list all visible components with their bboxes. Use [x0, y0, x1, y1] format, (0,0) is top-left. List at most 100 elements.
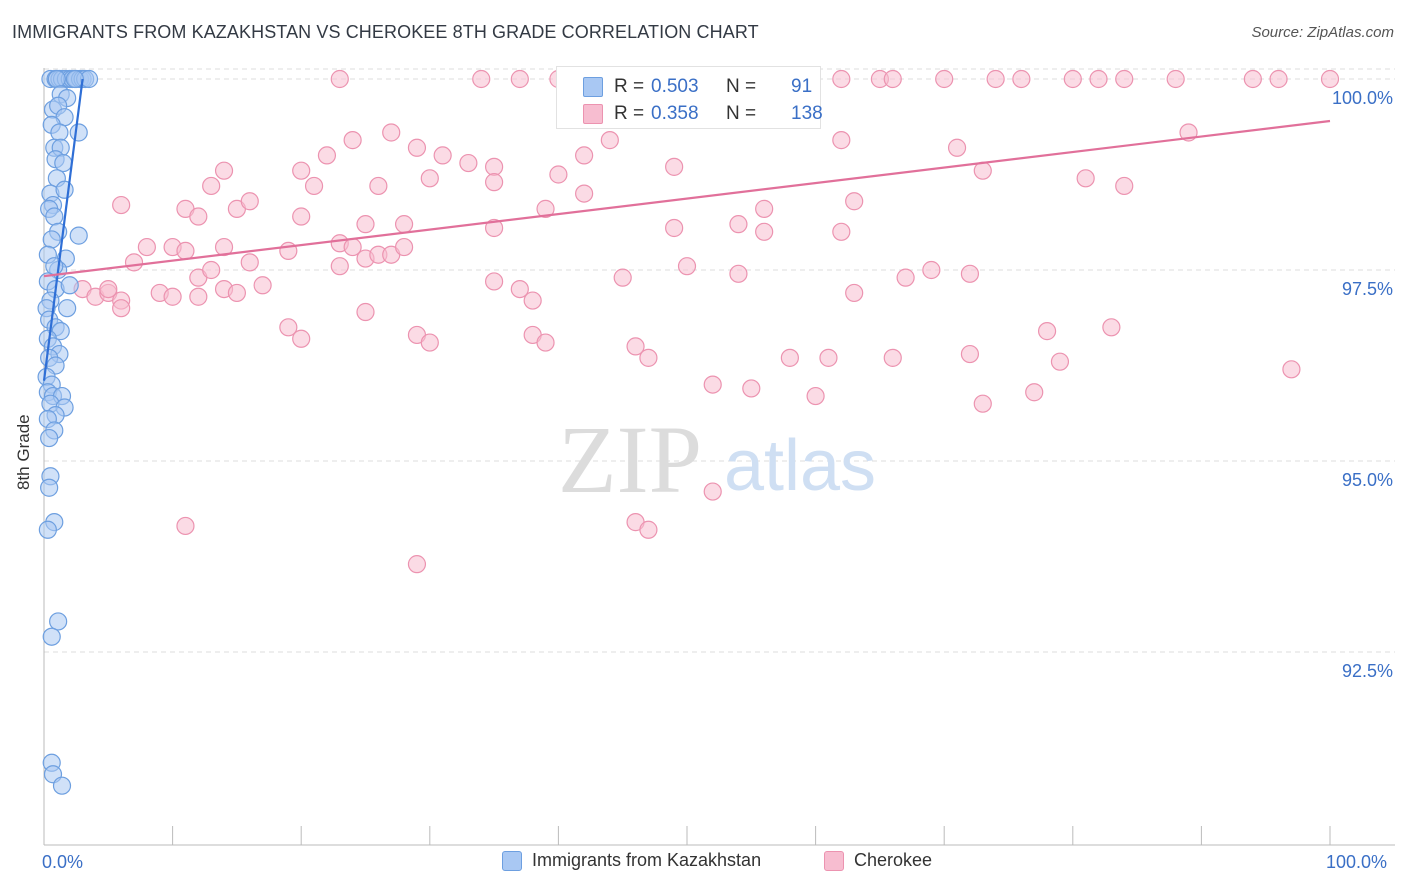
cherokee-point [510, 280, 529, 299]
cherokee-point [575, 146, 594, 165]
cherokee-point [202, 260, 221, 280]
cherokee-point [780, 348, 799, 367]
cherokee-point [832, 222, 851, 241]
cherokee-point [485, 157, 504, 176]
cherokee-point [485, 272, 504, 291]
cherokee-point [947, 138, 967, 157]
cherokee-point [677, 257, 697, 276]
kazakhstan-point [40, 478, 59, 497]
cherokee-point [973, 161, 992, 180]
blue-square-icon [502, 850, 522, 871]
cherokee-point [472, 69, 491, 89]
cherokee-point [420, 169, 439, 188]
legend-item-cherokee[interactable]: Cherokee [824, 850, 932, 871]
cherokee-point [279, 318, 298, 337]
watermark-atlas: atlas [724, 426, 876, 506]
trend-lines [42, 78, 1331, 381]
cherokee-point [1012, 69, 1031, 89]
y-tick-label: 95.0% [1342, 470, 1393, 490]
cherokee-point [1115, 176, 1134, 196]
source-credit: Source: ZipAtlas.com [1251, 24, 1394, 41]
cherokee-point [189, 287, 208, 306]
cherokee-point [845, 192, 864, 211]
cherokee-point [986, 69, 1005, 89]
y-tick-labels: 92.5% 95.0% 97.5% 100.0% [1332, 88, 1393, 681]
kazakhstan-point [52, 776, 72, 795]
cherokee-point [703, 375, 722, 394]
cherokee-point [883, 348, 902, 367]
kazakhstan-point [40, 428, 59, 448]
x-tick-max: 100.0% [1326, 852, 1388, 872]
axes [43, 68, 1395, 846]
cherokee-points [73, 69, 1340, 574]
cherokee-point [536, 199, 555, 218]
y-axis-title: 8th Grade [14, 414, 33, 490]
cherokee-point [935, 69, 954, 89]
cherokee-point [112, 299, 131, 318]
cherokee-point [176, 516, 195, 536]
cherokee-point [214, 161, 234, 180]
cherokee-point [1076, 169, 1095, 188]
legend-label: Cherokee [854, 850, 933, 870]
cherokee-point [214, 237, 234, 257]
cherokee-point [459, 153, 478, 173]
cherokee-point [240, 253, 259, 272]
kazakhstan-point [55, 180, 74, 199]
cherokee-point [832, 69, 851, 89]
kazakhstan-point [45, 207, 64, 226]
cherokee-point [1025, 383, 1044, 402]
cherokee-point [973, 394, 992, 413]
cherokee-point [755, 222, 774, 241]
kazakhstan-point [54, 153, 73, 173]
cherokee-point [1269, 69, 1288, 89]
kazakhstan-point [49, 612, 68, 631]
n-label: N = [726, 76, 757, 97]
kazakhstan-point [69, 123, 88, 142]
cherokee-point [1166, 69, 1185, 89]
cherokee-point [536, 333, 555, 352]
cherokee-point [240, 192, 259, 211]
pink-square-icon [583, 104, 603, 124]
n-value: 138 [791, 103, 823, 124]
cherokee-point [742, 379, 761, 398]
stats-row-cherokee: R = 0.358 N = 138 [557, 101, 823, 127]
cherokee-point [549, 165, 568, 184]
kazakhstan-point [42, 230, 61, 249]
pink-square-icon [824, 850, 844, 871]
cherokee-point [510, 69, 529, 89]
kazakhstan-point [42, 627, 61, 646]
cherokee-point [1089, 69, 1108, 89]
cherokee-point [227, 283, 246, 303]
y-tick-label: 97.5% [1342, 279, 1393, 299]
cherokee-point [665, 218, 684, 238]
cherokee-point [523, 291, 542, 310]
cherokee-point [1037, 322, 1057, 341]
cherokee-point [639, 520, 658, 539]
cherokee-point [292, 161, 311, 180]
cherokee-point [163, 287, 182, 306]
cherokee-point [99, 280, 118, 299]
stats-box: R = 0.503 N = 91 R = 0.358 N = 138 [556, 66, 823, 129]
cherokee-point [356, 302, 375, 322]
cherokee-point [703, 482, 722, 501]
n-label: N = [726, 103, 757, 124]
kazakhstan-trend-line [42, 78, 84, 381]
cherokee-point [343, 131, 362, 150]
watermark-zip: ZIP [558, 406, 702, 513]
cherokee-point [202, 176, 221, 196]
y-tick-label: 100.0% [1332, 88, 1393, 108]
legend-item-kazakhstan[interactable]: Immigrants from Kazakhstan [502, 850, 761, 871]
cherokee-point [356, 215, 375, 234]
cherokee-point [407, 138, 427, 157]
kazakhstan-point [65, 69, 84, 89]
cherokee-point [253, 276, 272, 295]
cherokee-point [1063, 69, 1082, 89]
cherokee-point [845, 283, 864, 303]
cherokee-point [369, 176, 388, 196]
cherokee-point [394, 237, 414, 257]
cherokee-point [112, 195, 131, 215]
cherokee-point [639, 348, 658, 367]
cherokee-point [1282, 360, 1301, 379]
cherokee-point [665, 157, 684, 176]
